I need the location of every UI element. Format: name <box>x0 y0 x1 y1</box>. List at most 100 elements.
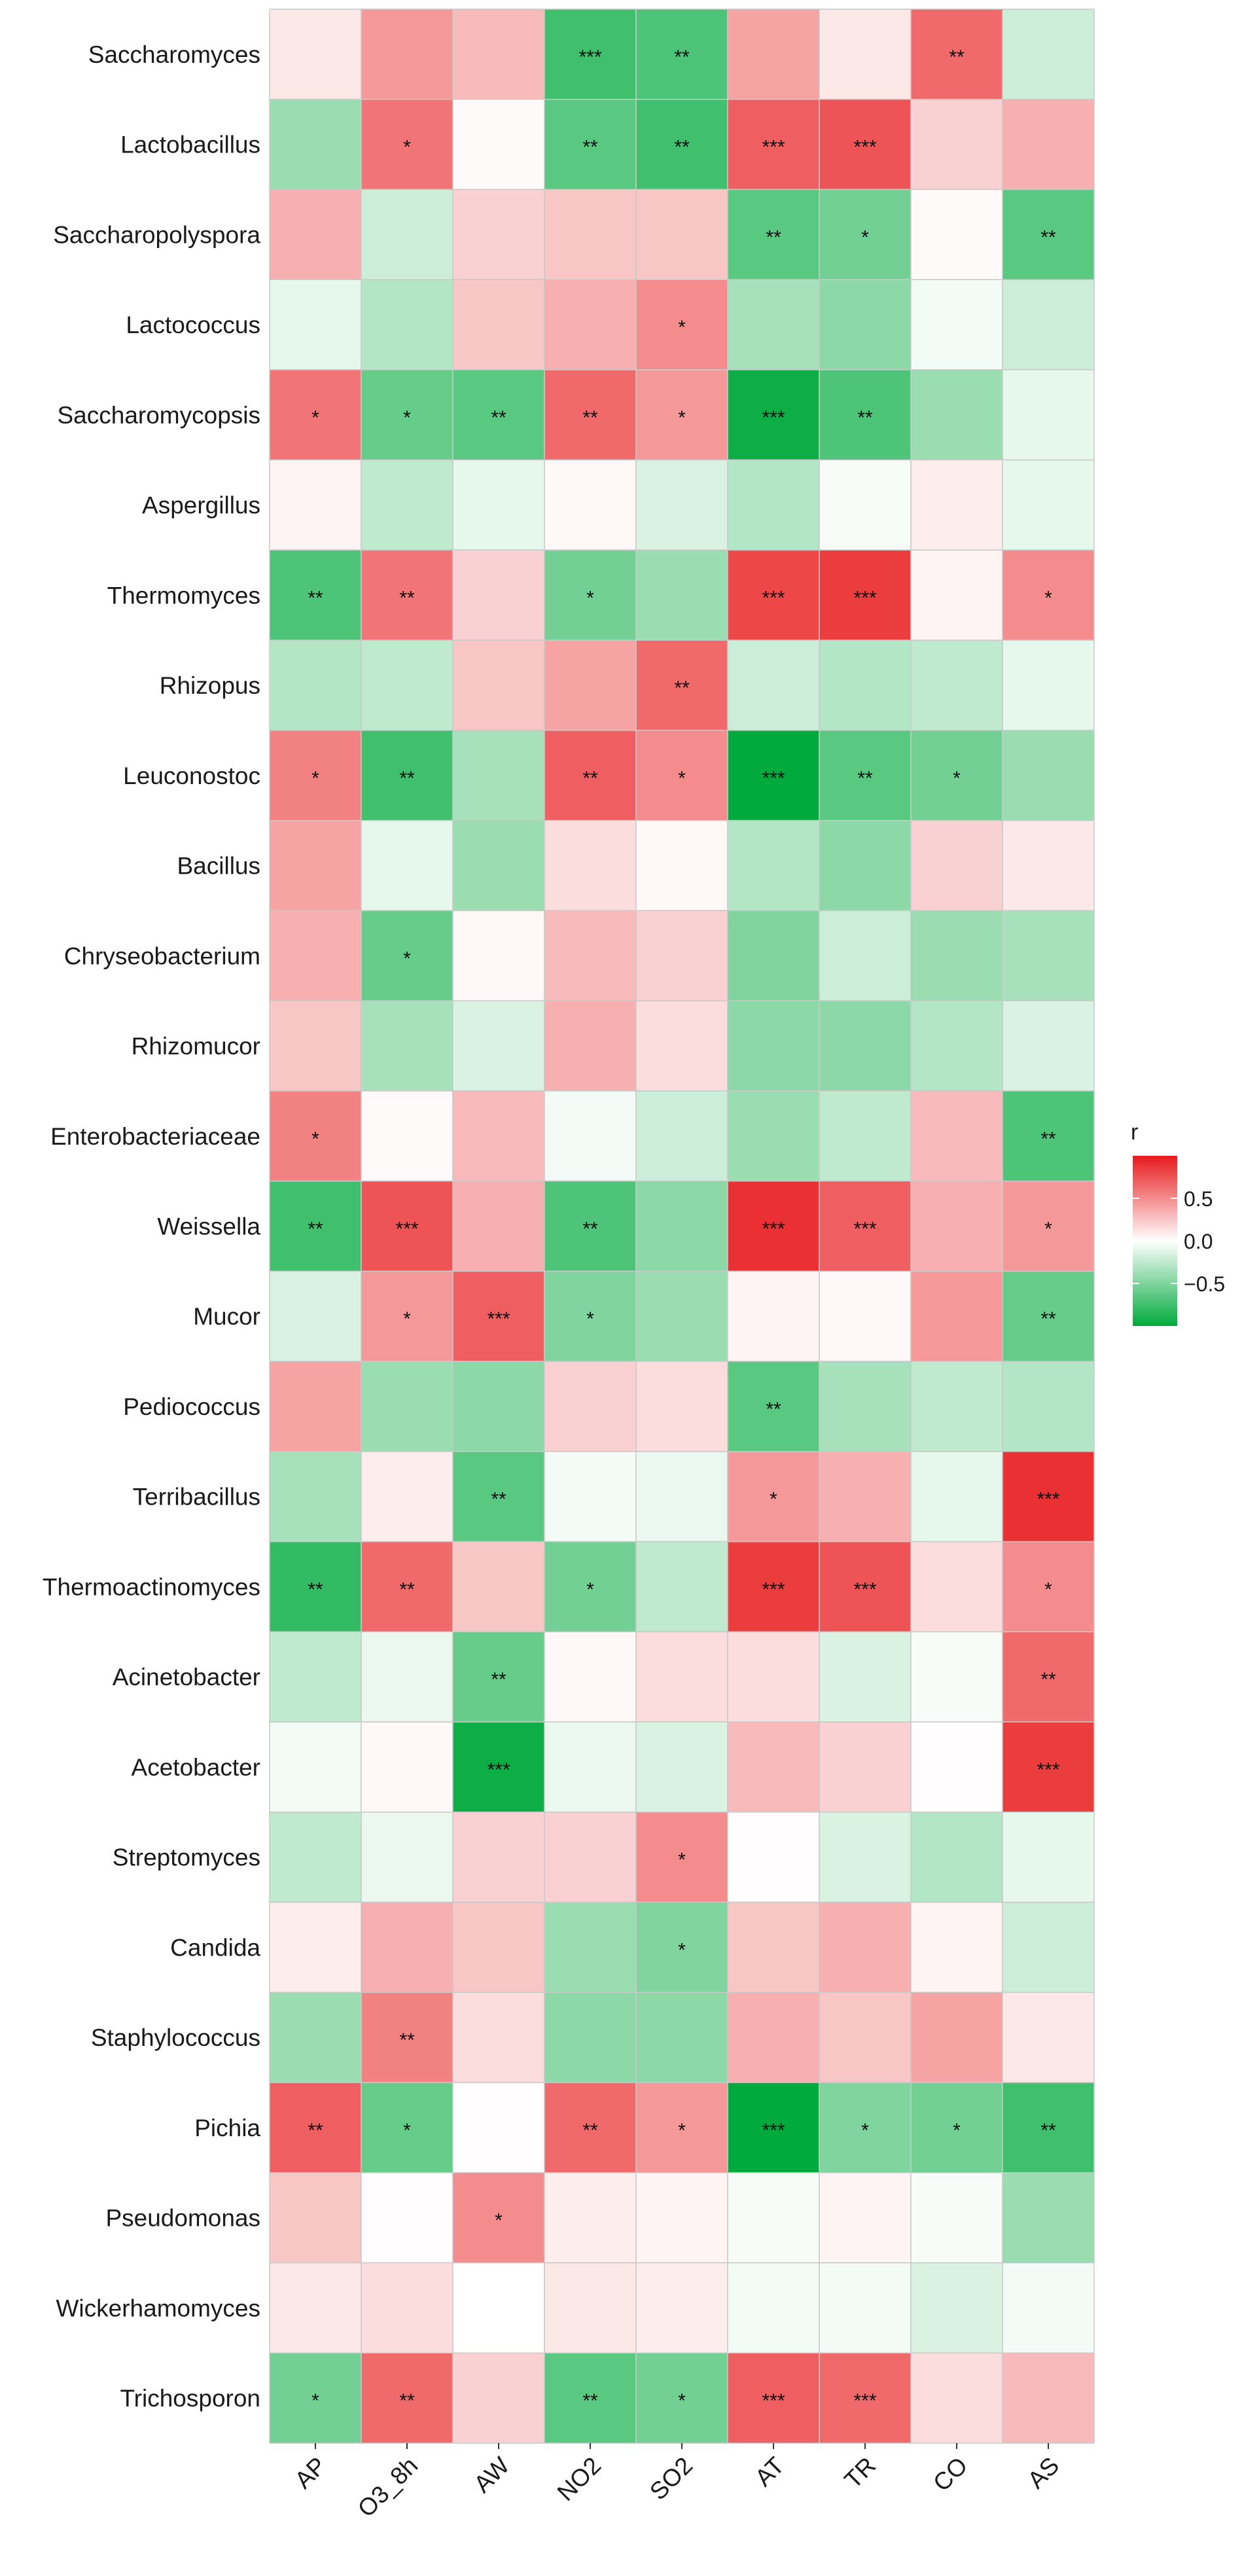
heatmap-cell <box>452 1090 545 1182</box>
heatmap-cell <box>819 1361 912 1452</box>
heatmap-cell <box>1002 1180 1095 1272</box>
heatmap-cell <box>452 279 545 370</box>
significance-label: ** <box>582 2120 598 2141</box>
heatmap-cell <box>544 1451 637 1543</box>
significance-label: * <box>1044 1579 1052 1600</box>
significance-label: * <box>403 407 411 429</box>
heatmap-cell <box>452 2352 545 2444</box>
heatmap-cell <box>727 1451 820 1543</box>
significance-label: * <box>403 137 411 158</box>
heatmap-cell <box>910 1901 1003 1994</box>
legend-colorbar <box>1133 1156 1177 1326</box>
heatmap-cell <box>269 1090 362 1182</box>
heatmap-cell <box>1002 910 1095 1001</box>
significance-label: *** <box>762 1579 785 1600</box>
heatmap-cell <box>910 1812 1003 1903</box>
heatmap-cell <box>1002 1631 1095 1723</box>
heatmap-cell <box>819 1180 912 1272</box>
significance-label: *** <box>762 587 785 609</box>
heatmap-cell <box>727 2172 820 2264</box>
heatmap-cell <box>910 639 1003 731</box>
heatmap-cell <box>635 2082 728 2174</box>
y-tick-label: Candida <box>170 1934 260 1961</box>
heatmap-cell <box>727 819 820 912</box>
heatmap-cell <box>361 98 453 190</box>
heatmap-cell <box>910 1631 1003 1723</box>
heatmap-cell <box>361 2082 453 2174</box>
heatmap-cell <box>727 1000 820 1092</box>
significance-label: * <box>770 1489 777 1511</box>
heatmap-cell <box>727 1812 820 1903</box>
heatmap-cell <box>361 1812 453 1903</box>
heatmap-cell <box>727 1541 820 1633</box>
significance-label: ** <box>766 1399 781 1420</box>
heatmap-cell <box>819 2172 912 2264</box>
heatmap-cell <box>361 1901 453 1994</box>
significance-label: ** <box>1040 1669 1056 1690</box>
heatmap-cell <box>635 459 728 551</box>
heatmap-cell <box>269 1361 362 1452</box>
significance-label: *** <box>762 2390 785 2412</box>
significance-label: ** <box>766 226 781 248</box>
significance-label: *** <box>853 137 876 158</box>
significance-label: *** <box>853 1219 876 1240</box>
heatmap-cell <box>910 1000 1003 1092</box>
heatmap-cell <box>910 1541 1003 1633</box>
heatmap-cell <box>452 2082 545 2174</box>
significance-label: * <box>678 1939 686 1961</box>
heatmap-cell <box>910 819 1003 912</box>
heatmap-cell <box>544 730 637 821</box>
heatmap-cell <box>910 730 1003 821</box>
significance-label: * <box>678 1850 686 1871</box>
heatmap-cell <box>452 1721 545 1813</box>
heatmap-cell <box>819 2352 912 2444</box>
significance-label: ** <box>399 587 415 609</box>
heatmap-cell <box>635 549 728 641</box>
significance-label: ** <box>399 2390 415 2412</box>
heatmap-cell <box>1002 1270 1095 1362</box>
heatmap-cell <box>452 730 545 821</box>
heatmap-cell <box>544 2172 637 2264</box>
heatmap-cell <box>635 1361 728 1452</box>
significance-label: *** <box>762 768 785 789</box>
heatmap-cell <box>361 1451 453 1543</box>
y-tick-label: Chryseobacterium <box>64 942 260 969</box>
heatmap-cell <box>1002 98 1095 190</box>
significance-label: ** <box>949 46 965 68</box>
heatmap-cell <box>819 1812 912 1903</box>
heatmap-cell <box>361 1992 453 2083</box>
heatmap-cell <box>269 1451 362 1543</box>
heatmap-cell <box>635 1901 728 1994</box>
heatmap-cell <box>1002 1000 1095 1092</box>
significance-label: ** <box>399 2030 415 2051</box>
heatmap-cell <box>727 98 820 190</box>
heatmap-cell <box>544 1000 637 1092</box>
heatmap-cell <box>635 369 728 461</box>
heatmap-cell <box>544 1361 637 1452</box>
heatmap-cell <box>910 2262 1003 2354</box>
heatmap-cell <box>452 1000 545 1092</box>
heatmap-cell <box>269 1812 362 1903</box>
heatmap-cell <box>269 2262 362 2354</box>
heatmap-cell <box>1002 1090 1095 1182</box>
significance-label: * <box>586 1579 594 1600</box>
heatmap-cell <box>452 910 545 1001</box>
heatmap-cell <box>727 1270 820 1362</box>
heatmap-cell <box>727 730 820 821</box>
heatmap-cell <box>819 459 912 551</box>
heatmap-cell <box>361 639 453 731</box>
heatmap-cell <box>269 2352 362 2444</box>
heatmap-cell <box>452 1180 545 1272</box>
heatmap-cell <box>635 1451 728 1543</box>
heatmap-cell <box>910 2172 1003 2264</box>
heatmap-cell <box>361 188 453 280</box>
heatmap-cell <box>269 1631 362 1723</box>
significance-label: *** <box>762 407 785 429</box>
y-tick-label: Pediococcus <box>123 1393 260 1420</box>
heatmap-cell <box>635 1090 728 1182</box>
heatmap-cell <box>635 730 728 821</box>
heatmap-cell <box>635 1270 728 1362</box>
heatmap-cell <box>361 1000 453 1092</box>
significance-label: ** <box>674 137 690 158</box>
heatmap-cell <box>635 2352 728 2444</box>
